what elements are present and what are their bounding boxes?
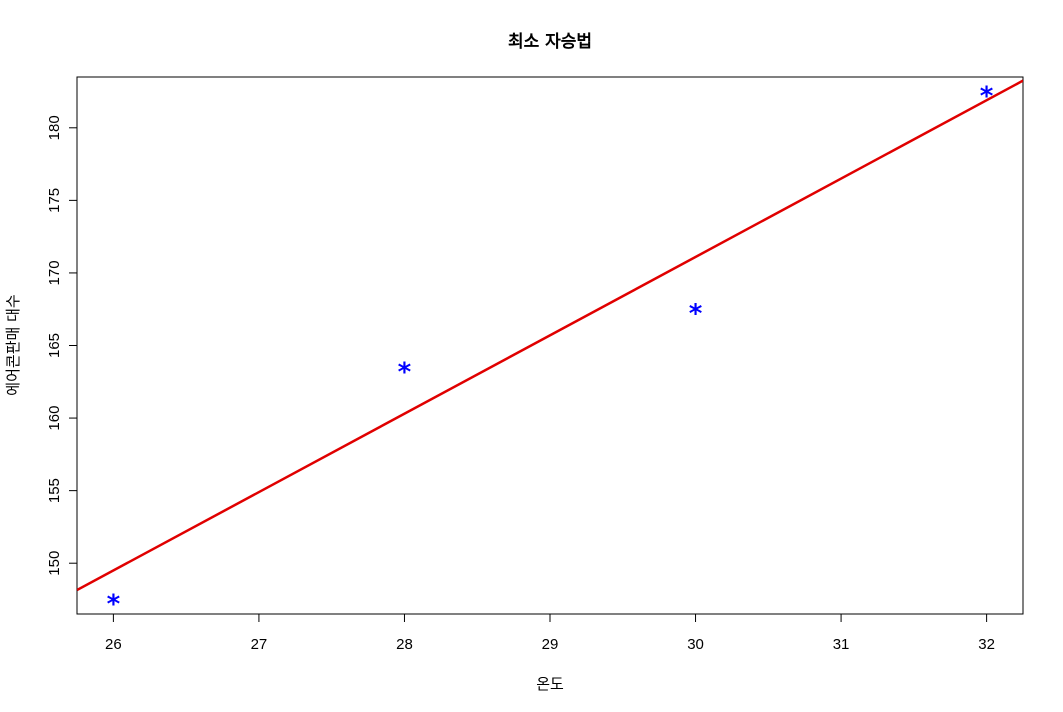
x-tick-label: 29 xyxy=(542,636,559,653)
chart-title: 최소 자승법 xyxy=(508,32,592,52)
x-tick-label: 31 xyxy=(833,636,850,653)
x-tick-label: 28 xyxy=(396,636,413,653)
x-axis: 26 27 28 29 30 31 32 xyxy=(105,614,995,653)
y-tick-label: 180 xyxy=(46,115,63,140)
regression-line xyxy=(77,79,1023,592)
data-point: * xyxy=(980,82,994,112)
y-axis-title: 에어콘판매 대수 xyxy=(4,294,22,395)
fit-line-layer xyxy=(77,79,1023,592)
x-tick-label: 27 xyxy=(251,636,268,653)
data-point: * xyxy=(107,589,121,619)
x-tick-label: 30 xyxy=(687,636,704,653)
x-axis-title: 온도 xyxy=(536,675,564,693)
data-point: * xyxy=(689,299,703,329)
y-tick-label: 160 xyxy=(46,406,63,431)
y-axis: 150 155 160 165 170 175 180 xyxy=(46,115,77,576)
y-tick-label: 165 xyxy=(46,333,63,358)
data-point: * xyxy=(398,357,412,387)
data-points: * * * * xyxy=(107,82,994,620)
y-tick-label: 150 xyxy=(46,551,63,576)
y-tick-label: 155 xyxy=(46,478,63,503)
y-tick-label: 170 xyxy=(46,260,63,285)
x-tick-label: 26 xyxy=(105,636,122,653)
y-tick-label: 175 xyxy=(46,188,63,213)
x-tick-label: 32 xyxy=(978,636,995,653)
